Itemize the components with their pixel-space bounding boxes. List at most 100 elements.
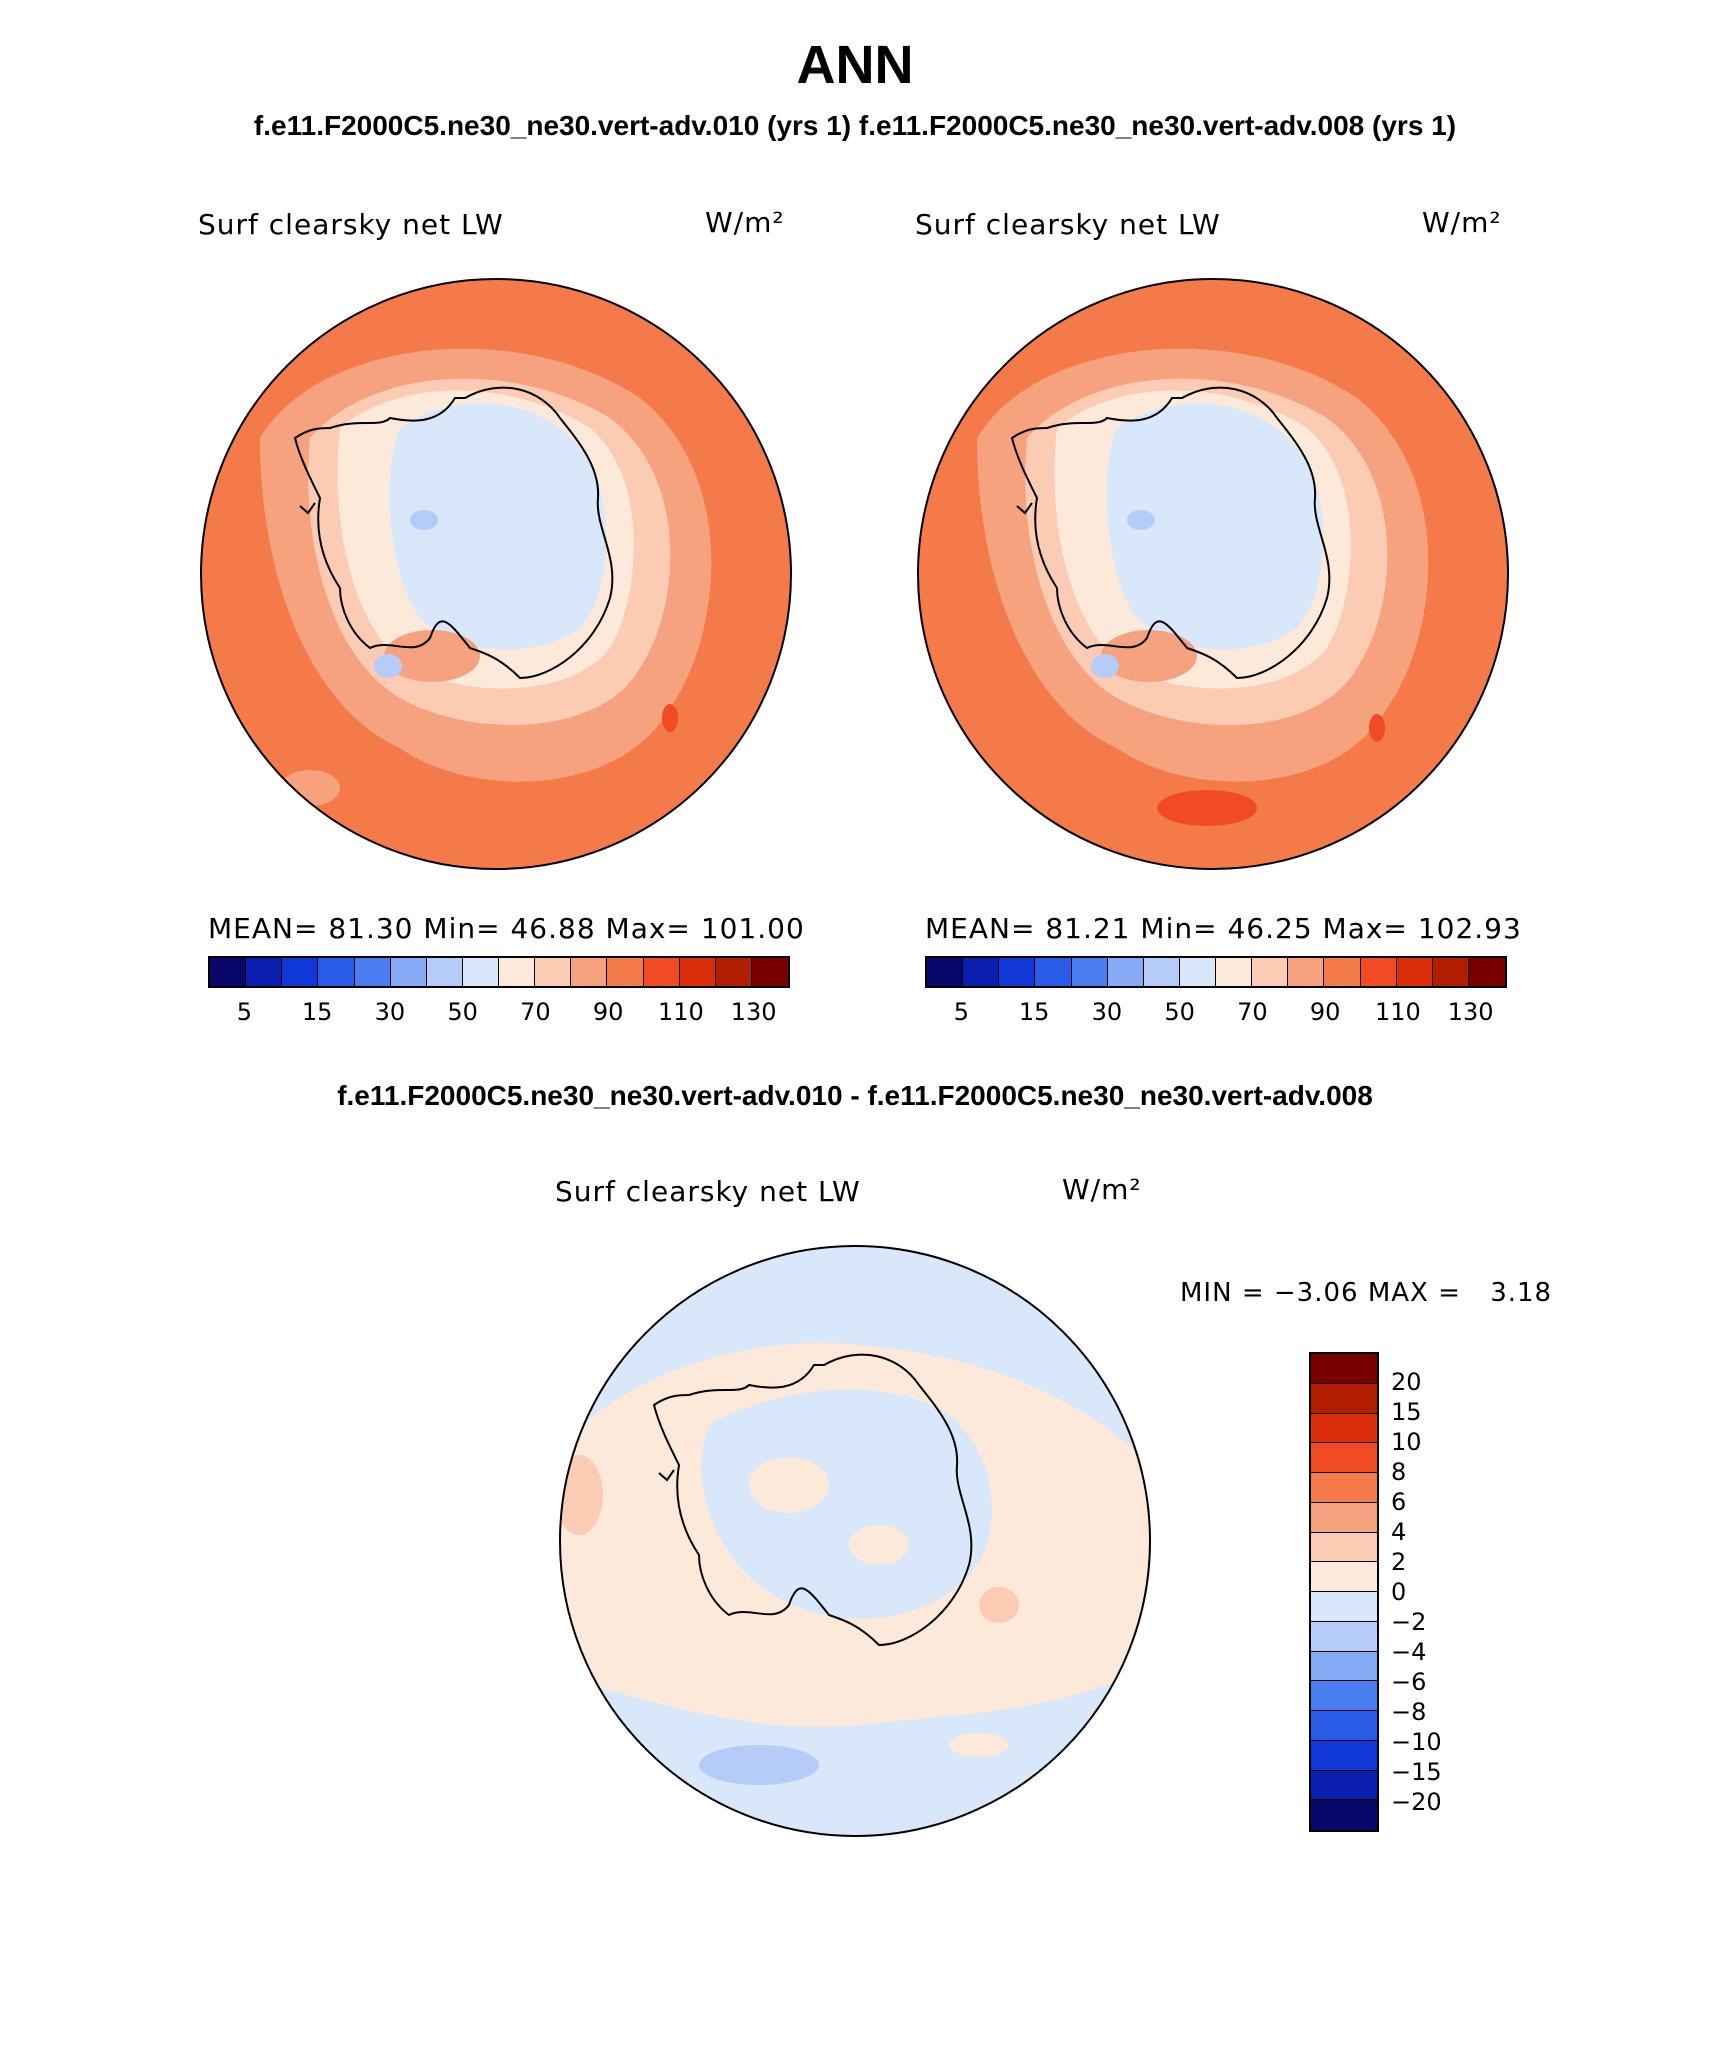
diff-colorbar-box — [1311, 1800, 1377, 1830]
panel1-colorbar-box — [390, 958, 427, 986]
panel1-colorbar-box — [715, 958, 752, 986]
panel1-max-value: 101.00 — [700, 912, 805, 945]
panel2-variable: Surf clearsky net LW — [915, 208, 1221, 241]
panel2-min-label: Min= — [1140, 912, 1218, 945]
panel2-mean-value: 81.21 — [1045, 912, 1131, 945]
panel1-colorbar-box — [751, 958, 788, 986]
diff-colorbar-label: −6 — [1391, 1668, 1427, 1696]
diff-colorbar-box — [1311, 1651, 1377, 1682]
panel1-colorbar-label: 30 — [374, 998, 406, 1026]
diff-colorbar-box — [1311, 1562, 1377, 1592]
panel1-colorbar-box — [535, 958, 572, 986]
diff-colorbar-label: 15 — [1391, 1398, 1422, 1426]
diff-minmax: MIN = −3.06 MAX = 3.18 — [1180, 1278, 1552, 1308]
panel1-colorbar-label: 5 — [236, 998, 253, 1026]
panel1-colorbar-box — [679, 958, 716, 986]
diff-colorbar-box — [1311, 1681, 1377, 1711]
diff-min-value: −3.06 — [1273, 1278, 1359, 1308]
panel2-stats: MEAN= 81.21 Min= 46.25 Max= 102.93 — [925, 912, 1522, 945]
panel1-min-value: 46.88 — [510, 912, 596, 945]
diff-colorbar-box — [1311, 1383, 1377, 1414]
panel1-colorbar-box — [607, 958, 644, 986]
diff-colorbar — [1309, 1352, 1379, 1832]
panel1-mean-label: MEAN= — [208, 912, 319, 945]
panel2-colorbar-label: 15 — [1018, 998, 1050, 1026]
panel2-colorbar-box — [1035, 958, 1072, 986]
panel2-colorbar-label: 5 — [953, 998, 970, 1026]
panel1-colorbar-box — [499, 958, 536, 986]
panel1-colorbar-label: 90 — [592, 998, 624, 1026]
panel2-colorbar-box — [1143, 958, 1180, 986]
panel1-colorbar-label: 70 — [520, 998, 551, 1026]
panel2-max-value: 102.93 — [1417, 912, 1522, 945]
panel2-colorbar-box — [1107, 958, 1144, 986]
diff-colorbar-box — [1311, 1621, 1377, 1652]
diff-max-value: 3.18 — [1490, 1278, 1553, 1308]
diff-colorbar-label: −8 — [1391, 1698, 1427, 1726]
panel2-colorbar-box — [1179, 958, 1216, 986]
panel2-max-label: Max= — [1322, 912, 1408, 945]
panel2-colorbar-box — [963, 958, 1000, 986]
panel1-units: W/m² — [705, 206, 785, 239]
diff-colorbar-box — [1311, 1740, 1377, 1771]
panel2-colorbar-box — [1252, 958, 1289, 986]
diff-colorbar-label: 10 — [1391, 1428, 1422, 1456]
diff-colorbar-label: 4 — [1391, 1518, 1407, 1546]
page-subtitle: f.e11.F2000C5.ne30_ne30.vert-adv.010 (yr… — [253, 110, 1457, 141]
panel2-colorbar-label: 50 — [1164, 998, 1195, 1026]
panel1-colorbar-box — [282, 958, 319, 986]
diff-subtitle: f.e11.F2000C5.ne30_ne30.vert-adv.010 - f… — [337, 1080, 1373, 1111]
panel2-colorbar-box — [1468, 958, 1505, 986]
panel2-colorbar-box — [1216, 958, 1253, 986]
panel2-colorbar-label: 90 — [1309, 998, 1341, 1026]
panel1-colorbar-label: 130 — [730, 998, 777, 1026]
panel2-polar-map — [917, 278, 1509, 870]
panel2-min-value: 46.25 — [1227, 912, 1313, 945]
panel2-colorbar-label: 70 — [1237, 998, 1268, 1026]
panel1-colorbar-box — [426, 958, 463, 986]
panel1-min-label: Min= — [423, 912, 501, 945]
diff-colorbar-label: −15 — [1391, 1758, 1442, 1786]
panel1-colorbar-box — [318, 958, 355, 986]
panel2-colorbar-box — [1432, 958, 1469, 986]
diff-colorbar-box — [1311, 1532, 1377, 1563]
panel2-units: W/m² — [1422, 206, 1502, 239]
panel2-colorbar-label: 110 — [1374, 998, 1421, 1026]
panel2-colorbar-label: 30 — [1091, 998, 1123, 1026]
diff-colorbar-box — [1311, 1711, 1377, 1741]
diff-colorbar-box — [1311, 1770, 1377, 1801]
panel1-colorbar-box — [462, 958, 499, 986]
panel1-variable: Surf clearsky net LW — [198, 208, 504, 241]
panel1-colorbar — [208, 956, 790, 988]
diff-colorbar-box — [1311, 1443, 1377, 1473]
panel2-colorbar — [925, 956, 1507, 988]
diff-colorbar-box — [1311, 1592, 1377, 1622]
diff-units: W/m² — [1062, 1173, 1142, 1206]
panel2-mean-label: MEAN= — [925, 912, 1036, 945]
panel1-colorbar-box — [643, 958, 680, 986]
diff-min-label: MIN = — [1180, 1278, 1265, 1308]
diff-variable: Surf clearsky net LW — [555, 1175, 861, 1208]
diff-colorbar-box — [1311, 1354, 1377, 1384]
diff-colorbar-label: −2 — [1391, 1608, 1427, 1636]
panel1-polar-map — [200, 278, 792, 870]
panel2-colorbar-box — [1396, 958, 1433, 986]
diff-colorbar-label: −10 — [1391, 1728, 1442, 1756]
panel2-colorbar-box — [1324, 958, 1361, 986]
diff-colorbar-label: 6 — [1391, 1488, 1407, 1516]
panel2-colorbar-box — [927, 958, 964, 986]
diff-max-label: MAX = — [1367, 1278, 1461, 1308]
diff-colorbar-label: 20 — [1391, 1368, 1422, 1396]
diff-colorbar-label: 0 — [1391, 1578, 1407, 1606]
diff-colorbar-box — [1311, 1502, 1377, 1533]
panel1-colorbar-box — [210, 958, 247, 986]
panel2-colorbar-box — [1360, 958, 1397, 986]
diff-colorbar-box — [1311, 1473, 1377, 1503]
panel1-colorbar-label: 110 — [657, 998, 704, 1026]
panel1-colorbar-box — [571, 958, 608, 986]
page-title: ANN — [796, 35, 914, 95]
diff-colorbar-box — [1311, 1413, 1377, 1444]
panel2-colorbar-label: 130 — [1447, 998, 1494, 1026]
panel1-mean-value: 81.30 — [328, 912, 414, 945]
panel1-max-label: Max= — [605, 912, 691, 945]
